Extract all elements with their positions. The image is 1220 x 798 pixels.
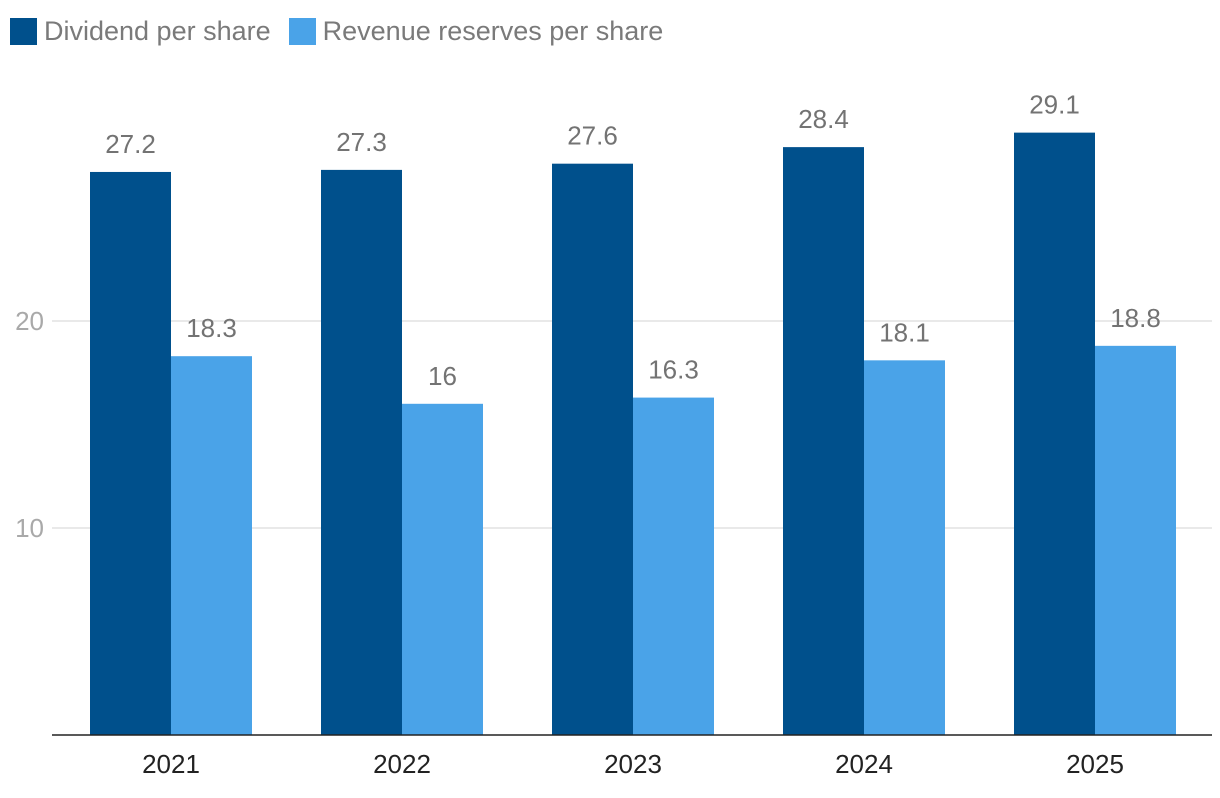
legend-label-revenue-reserves: Revenue reserves per share bbox=[322, 15, 664, 46]
y-tick-label-10: 10 bbox=[15, 513, 44, 543]
bar-revenue-reserves-2025 bbox=[1095, 345, 1176, 735]
x-tick-label-2023: 2023 bbox=[604, 749, 662, 779]
data-label-dividend-2021: 27.2 bbox=[105, 129, 156, 159]
bar-revenue-reserves-2021 bbox=[171, 356, 252, 735]
data-label-revenue-reserves-2024: 18.1 bbox=[879, 317, 930, 347]
data-label-dividend-2022: 27.3 bbox=[336, 127, 387, 157]
x-tick-label-2024: 2024 bbox=[835, 749, 893, 779]
legend-item-dividend: Dividend per share bbox=[10, 16, 271, 47]
bar-dividend-2024 bbox=[783, 147, 864, 735]
x-tick-label-2025: 2025 bbox=[1066, 749, 1124, 779]
bar-revenue-reserves-2022 bbox=[402, 403, 483, 735]
x-tick-label-2021: 2021 bbox=[142, 749, 200, 779]
data-label-dividend-2025: 29.1 bbox=[1029, 90, 1080, 120]
x-tick-label-2022: 2022 bbox=[373, 749, 431, 779]
data-label-dividend-2024: 28.4 bbox=[798, 104, 849, 134]
y-tick-label-20: 20 bbox=[15, 306, 44, 336]
legend-label-dividend: Dividend per share bbox=[44, 15, 271, 46]
legend-swatch-revenue-reserves bbox=[288, 17, 316, 45]
bar-revenue-reserves-2024 bbox=[864, 360, 945, 735]
data-label-revenue-reserves-2023: 16.3 bbox=[648, 355, 699, 385]
bar-revenue-reserves-2023 bbox=[633, 397, 714, 735]
data-label-revenue-reserves-2025: 18.8 bbox=[1110, 303, 1161, 333]
data-label-dividend-2023: 27.6 bbox=[567, 121, 618, 151]
bar-dividend-2025 bbox=[1014, 132, 1095, 735]
bar-dividend-2022 bbox=[321, 169, 402, 735]
data-label-revenue-reserves-2022: 16 bbox=[428, 361, 457, 391]
chart-legend: Dividend per share Revenue reserves per … bbox=[10, 14, 681, 48]
data-label-revenue-reserves-2021: 18.3 bbox=[186, 313, 237, 343]
bar-dividend-2023 bbox=[552, 163, 633, 735]
bar-dividend-2021 bbox=[90, 171, 171, 735]
legend-swatch-dividend bbox=[10, 17, 37, 45]
legend-item-revenue-reserves: Revenue reserves per share bbox=[288, 15, 664, 47]
